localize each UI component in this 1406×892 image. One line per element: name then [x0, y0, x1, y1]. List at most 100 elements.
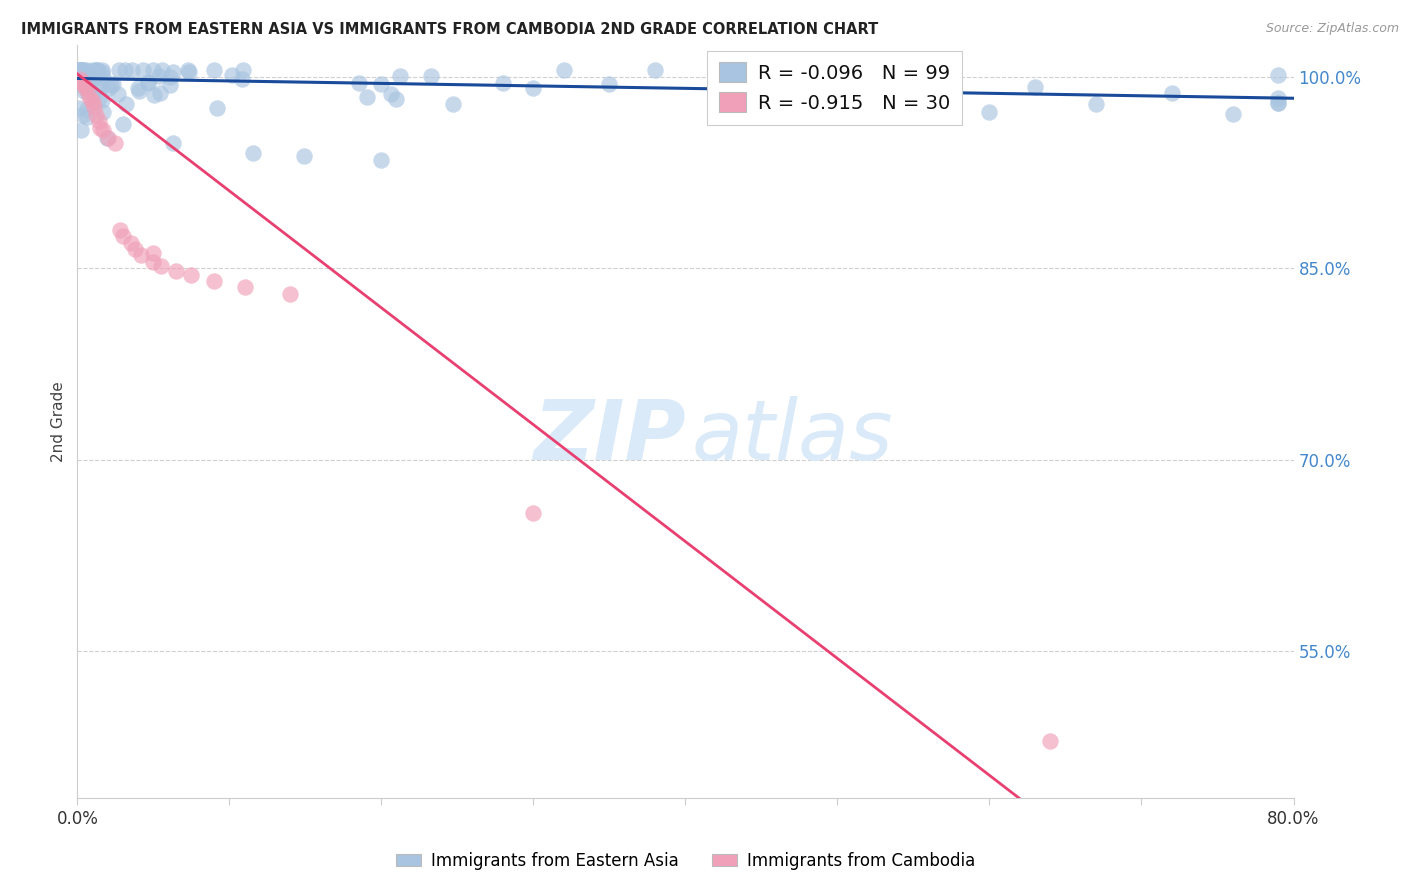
Point: [82, 63, 104, 78]
Point: [141, 63, 163, 78]
Point: [97, 81, 120, 95]
Point: [143, 88, 166, 103]
Point: [120, 235, 142, 250]
Point: [159, 70, 181, 85]
Point: [76, 84, 98, 98]
Point: [73, 79, 96, 94]
Point: [103, 77, 125, 91]
Point: [136, 76, 159, 90]
Point: [87, 90, 110, 104]
Point: [780, 63, 803, 78]
Point: [389, 70, 412, 84]
Point: [83, 100, 105, 114]
Point: [111, 117, 134, 131]
Point: [1267, 96, 1289, 111]
Point: [420, 69, 443, 83]
Point: [72, 63, 94, 78]
Point: [370, 153, 392, 167]
Point: [233, 280, 256, 294]
Point: [121, 63, 143, 78]
Point: [96, 131, 118, 145]
Point: [979, 105, 1001, 120]
Point: [278, 286, 301, 301]
Legend: Immigrants from Eastern Asia, Immigrants from Cambodia: Immigrants from Eastern Asia, Immigrants…: [389, 846, 981, 877]
Point: [75, 79, 97, 94]
Point: [84, 108, 107, 122]
Point: [205, 101, 228, 115]
Point: [887, 103, 910, 117]
Point: [79, 77, 101, 91]
Point: [86, 63, 108, 78]
Point: [932, 87, 955, 102]
Point: [180, 268, 202, 282]
Point: [84, 63, 107, 78]
Point: [67, 72, 90, 87]
Point: [231, 71, 253, 86]
Point: [70, 75, 93, 89]
Point: [127, 81, 149, 95]
Point: [150, 63, 173, 78]
Point: [242, 146, 264, 161]
Point: [86, 63, 108, 78]
Point: [370, 78, 392, 92]
Point: [165, 264, 187, 278]
Point: [104, 136, 127, 150]
Point: [82, 87, 104, 101]
Point: [1222, 107, 1244, 121]
Point: [349, 76, 371, 90]
Point: [148, 69, 170, 83]
Point: [72, 63, 94, 78]
Point: [86, 80, 108, 95]
Point: [72, 108, 94, 122]
Point: [159, 78, 181, 92]
Text: IMMIGRANTS FROM EASTERN ASIA VS IMMIGRANTS FROM CAMBODIA 2ND GRADE CORRELATION C: IMMIGRANTS FROM EASTERN ASIA VS IMMIGRAN…: [21, 22, 879, 37]
Point: [221, 69, 243, 83]
Point: [142, 245, 165, 260]
Point: [108, 223, 131, 237]
Point: [1161, 87, 1184, 101]
Point: [76, 111, 98, 125]
Point: [132, 63, 155, 78]
Point: [177, 63, 200, 78]
Point: [644, 63, 666, 78]
Point: [136, 75, 159, 89]
Point: [91, 123, 114, 137]
Text: ZIP: ZIP: [533, 396, 686, 477]
Point: [76, 102, 98, 116]
Point: [79, 88, 101, 103]
Point: [97, 131, 120, 145]
Point: [108, 63, 131, 78]
Point: [294, 149, 316, 163]
Point: [1084, 96, 1107, 111]
Point: [91, 70, 114, 85]
Point: [70, 72, 93, 87]
Point: [827, 94, 849, 108]
Point: [1267, 95, 1289, 110]
Point: [380, 87, 402, 101]
Text: atlas: atlas: [692, 396, 893, 477]
Point: [384, 92, 406, 106]
Point: [87, 114, 110, 128]
Point: [128, 84, 150, 98]
Point: [598, 78, 620, 92]
Point: [69, 72, 91, 87]
Point: [76, 63, 98, 78]
Point: [79, 66, 101, 80]
Point: [89, 120, 111, 135]
Point: [441, 97, 464, 112]
Point: [1267, 91, 1289, 105]
Point: [91, 105, 114, 120]
Point: [69, 63, 91, 78]
Point: [1024, 79, 1046, 94]
Point: [492, 76, 515, 90]
Point: [67, 63, 90, 78]
Point: [82, 95, 104, 109]
Point: [100, 78, 122, 92]
Point: [179, 64, 201, 78]
Point: [90, 64, 112, 78]
Point: [67, 63, 90, 78]
Point: [80, 93, 103, 107]
Point: [522, 507, 544, 521]
Point: [72, 72, 94, 87]
Point: [72, 63, 94, 78]
